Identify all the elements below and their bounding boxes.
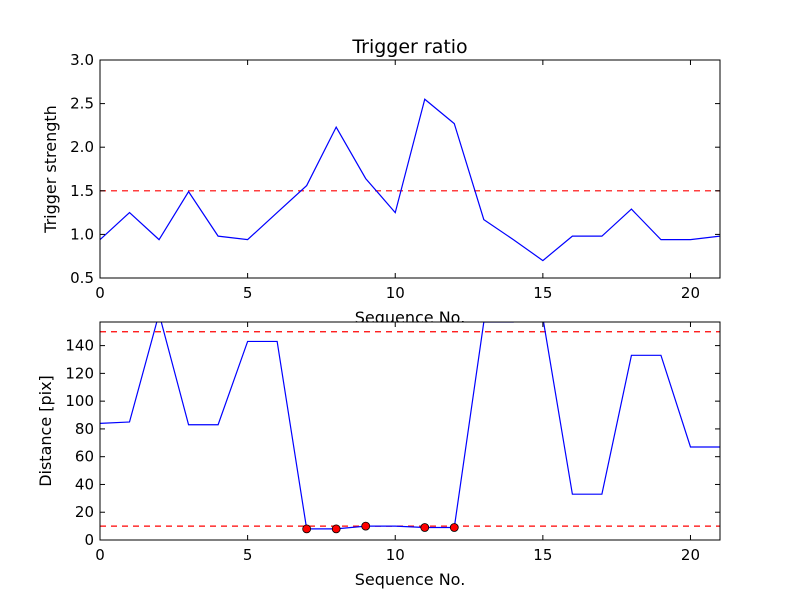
x-tick-label: 20 — [681, 546, 700, 564]
marker-group — [302, 521, 459, 534]
y-tick-label: 20 — [75, 503, 94, 521]
threshold-lines — [100, 331, 720, 527]
y-axis-label: Distance [pix] — [36, 375, 55, 487]
y-tick-label: 0 — [84, 531, 94, 549]
y-tick-label: 3.0 — [70, 51, 94, 69]
y-tick-label: 1.5 — [70, 182, 94, 200]
data-point-marker — [420, 523, 430, 532]
x-tick-label: 10 — [386, 284, 405, 302]
series-group — [100, 322, 720, 530]
data-point-marker — [449, 523, 459, 532]
y-ticks: 0 20 40 60 80 100 120 140 — [65, 337, 720, 549]
x-ticks: 0 5 10 15 20 — [95, 60, 700, 302]
y-tick-label: 2.5 — [70, 95, 94, 113]
x-tick-label: 0 — [95, 284, 105, 302]
x-tick-label: 15 — [533, 546, 552, 564]
distance-subplot: 0 5 10 15 20 0 20 40 60 80 100 120 140 Sequence No.… — [36, 321, 721, 589]
y-tick-label: 2.0 — [70, 138, 94, 156]
y-tick-label: 100 — [65, 392, 94, 410]
y-tick-label: 120 — [65, 364, 94, 382]
x-ticks: 0 5 10 15 20 — [95, 322, 700, 564]
x-tick-label: 0 — [95, 546, 105, 564]
x-axis-label: Sequence No. — [355, 570, 466, 589]
plot-area — [100, 60, 720, 278]
x-tick-label: 15 — [533, 284, 552, 302]
series-line — [100, 322, 720, 530]
x-tick-label: 10 — [386, 546, 405, 564]
y-tick-label: 80 — [75, 420, 94, 438]
x-tick-label: 5 — [243, 546, 253, 564]
y-tick-label: 1.0 — [70, 225, 94, 243]
chart-title: Trigger ratio — [351, 36, 467, 58]
trigger-strength-subplot: 0 5 10 15 20 0.5 1.0 1.5 2.0 2.5 3.0 Trigger rati… — [41, 36, 721, 327]
series-group — [100, 98, 720, 262]
x-tick-label: 5 — [243, 284, 253, 302]
axes-frame — [99, 59, 721, 279]
y-tick-label: 40 — [75, 475, 94, 493]
y-tick-label: 60 — [75, 448, 94, 466]
y-axis-label: Trigger strength — [41, 105, 60, 234]
y-ticks: 0.5 1.0 1.5 2.0 2.5 3.0 — [70, 51, 720, 287]
plot-area — [100, 322, 720, 540]
series-line — [100, 98, 720, 262]
axes-frame — [99, 321, 721, 541]
y-tick-label: 0.5 — [70, 269, 94, 287]
x-tick-label: 20 — [681, 284, 700, 302]
data-point-marker — [361, 521, 371, 531]
data-point-marker — [331, 524, 341, 534]
data-point-marker — [302, 524, 312, 534]
y-tick-label: 140 — [65, 337, 94, 355]
